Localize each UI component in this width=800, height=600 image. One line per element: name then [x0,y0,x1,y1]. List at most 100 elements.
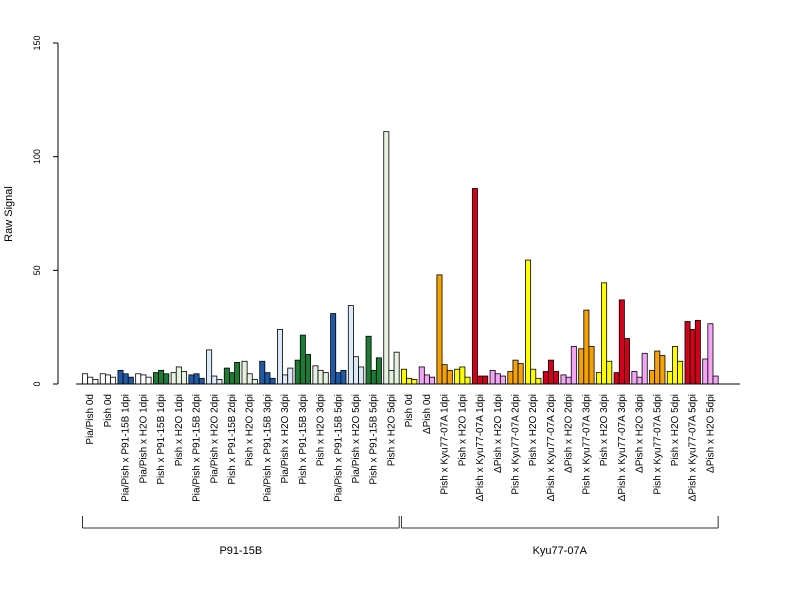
bar [542,371,549,385]
bar [464,376,471,385]
bar [229,372,235,385]
bar [241,360,248,385]
bar [525,259,532,385]
x-tick-label: ΔPish x Kyu77-07A 5dpi [688,394,699,501]
bar [654,350,661,385]
bar [135,373,142,385]
bar [317,369,324,385]
bar [707,323,714,385]
x-tick-label: Pish x H2O 2dpi [528,394,539,466]
x-tick-label: Pia/Pish x P91-15B 5dpi [333,394,344,502]
bar [595,372,602,385]
x-tick-label: ΔPish x Kyu77-07A 1dpi [475,394,486,501]
y-axis: 0 50 100 150 [32,35,59,387]
bar [489,369,496,385]
bar [92,379,99,385]
y-tick-label: 150 [32,35,42,50]
x-tick-label: Pish x Kyu77-07A 3dpi [581,394,592,495]
group-label: P91-15B [219,545,262,557]
bar [553,371,560,385]
bar [507,371,514,385]
x-tick-label: Pish x H2O 1dpi [457,394,468,466]
x-tick-label: Pia/Pish x H2O 3dpi [280,394,291,484]
x-tick-label: Pish x H2O 1dpi [174,394,185,466]
y-tick-label: 100 [32,149,42,164]
bar [122,373,129,385]
y-tick-label: 50 [32,265,42,275]
bar [613,372,620,385]
bar [578,348,585,385]
x-tick-label: Pish 0d [103,394,114,427]
x-tick-label: ΔPish x H2O 1dpi [493,394,504,473]
bar [494,373,501,385]
x-tick-label: ΔPish 0d [422,394,433,434]
bar [211,375,218,385]
bar [383,131,390,385]
x-tick-label: Pish x P91-15B 5dpi [369,394,380,485]
bar [264,372,271,385]
bar [694,319,701,385]
bar [393,351,400,385]
bar [677,360,684,385]
bar [277,329,283,385]
bar [441,364,448,385]
bar [110,376,117,385]
bar [145,376,152,385]
bar [436,274,443,385]
bars [82,131,719,385]
bar [82,373,89,385]
bar [294,359,301,385]
x-tick-label: Pia/Pish x H2O 5dpi [351,394,362,484]
bar [423,374,430,385]
bar [702,358,709,385]
bar [482,375,489,385]
x-tick-label: Pish x H2O 5dpi [670,394,681,466]
x-tick-label: Pish x H2O 3dpi [599,394,610,466]
bar [624,338,630,385]
bar [117,369,124,385]
x-tick-label: Pish x Kyu77-07A 1dpi [440,394,451,495]
x-tick-label: ΔPish x H2O 2dpi [564,394,575,473]
x-tick-label: Pish x H2O 3dpi [316,394,327,466]
x-tick-label: Pish x P91-15B 2dpi [227,394,238,485]
bar [312,365,319,385]
bar [335,372,342,385]
x-tick-label: ΔPish x Kyu77-07A 3dpi [617,394,628,501]
bar [152,372,159,385]
y-tick-label: 0 [32,381,42,386]
bar [198,377,205,385]
bar [406,377,413,385]
bar [618,299,625,385]
bar [530,368,537,385]
bar [401,368,408,385]
bar [375,357,382,385]
bar [287,367,294,385]
bar [282,374,289,385]
group-brackets: P91-15B Kyu77-07A [82,516,719,557]
bar [689,329,696,385]
bar [411,379,418,385]
bar [418,366,425,385]
group-label: Kyu77-07A [533,545,588,557]
bar [477,375,484,385]
bar [365,335,372,385]
bar [446,369,453,385]
bar [641,352,648,385]
x-tick-label: Pia/Pish 0d [85,394,96,445]
bar [606,360,613,385]
x-tick-label: ΔPish x H2O 5dpi [705,394,716,473]
bar [259,360,266,385]
bar [370,369,377,385]
bar [588,346,595,385]
bar [299,334,306,385]
bar [140,374,147,385]
y-axis-label: Raw Signal [3,186,15,242]
x-tick-label: ΔPish x Kyu77-07A 2dpi [546,394,557,501]
bar [251,379,258,385]
bar [193,373,200,385]
x-tick-label: Pish x H2O 2dpi [245,394,256,466]
bar [340,369,347,385]
bar [158,369,165,385]
bar [672,346,678,385]
bar [170,372,177,385]
